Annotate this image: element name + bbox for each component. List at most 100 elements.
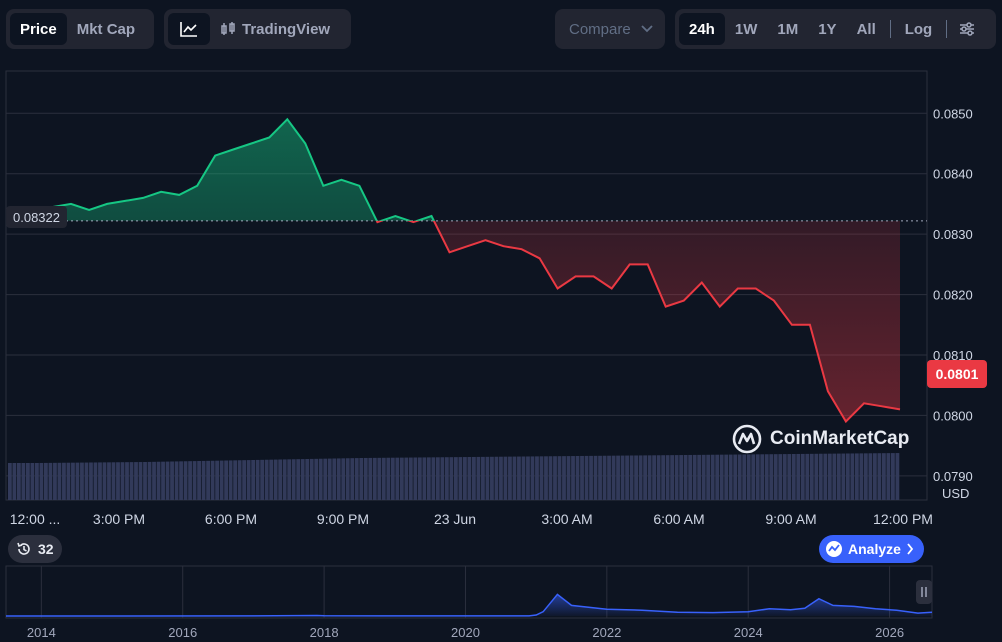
- volume-bar: [345, 458, 350, 500]
- log-scale-toggle[interactable]: Log: [904, 20, 933, 38]
- volume-bar: [404, 457, 409, 500]
- x-axis-labels: 12:00 ... 3:00 PM 6:00 PM 9:00 PM 23 Jun 3:00…: [10, 511, 933, 527]
- volume-bar: [233, 460, 238, 500]
- x-tick-label: 9:00 AM: [765, 511, 816, 527]
- volume-bar: [363, 457, 368, 500]
- minimap-drag-handle[interactable]: [916, 580, 932, 604]
- compare-dropdown[interactable]: Compare: [555, 9, 665, 49]
- volume-bar: [787, 454, 792, 500]
- volume-bar: [296, 459, 301, 500]
- line-chart-button[interactable]: [168, 13, 210, 45]
- volume-bar: [472, 456, 476, 500]
- volume-bar: [647, 455, 652, 500]
- volume-bar: [386, 457, 391, 500]
- volume-bar: [408, 457, 413, 500]
- minimap-year-label: 2018: [310, 625, 339, 640]
- volume-bar: [219, 460, 224, 500]
- volume-bar: [701, 454, 706, 500]
- volume-bar: [841, 453, 846, 500]
- coinmarketcap-logo-icon: [732, 424, 762, 454]
- volume-bar: [179, 461, 183, 500]
- volume-bar: [21, 463, 26, 500]
- volume-bar: [607, 455, 611, 500]
- volume-bar: [530, 456, 535, 500]
- volume-bar: [602, 455, 607, 500]
- volume-bar: [242, 460, 247, 500]
- volume-bar: [431, 457, 436, 500]
- volume-bar: [300, 459, 305, 500]
- minimap-year-label: 2022: [592, 625, 621, 640]
- volume-bar: [282, 459, 287, 500]
- minimap-year-labels: 2014 2016 2018 2020 2022 2024 2026: [27, 625, 904, 640]
- volume-bar: [490, 456, 494, 500]
- volume-bar: [30, 463, 35, 500]
- volume-bar: [629, 455, 634, 500]
- candlestick-icon: [221, 22, 235, 35]
- volume-bar: [458, 457, 463, 500]
- current-price-badge: 0.0801: [927, 360, 987, 388]
- volume-bar: [318, 458, 323, 500]
- compare-button[interactable]: Compare: [559, 13, 663, 45]
- volume-bar: [854, 453, 859, 500]
- minimap-year-label: 2026: [875, 625, 904, 640]
- volume-bar: [710, 454, 715, 500]
- range-1y[interactable]: 1Y: [818, 20, 837, 38]
- volume-bar: [562, 456, 566, 500]
- price-tab[interactable]: Price: [10, 13, 67, 45]
- volume-bar: [890, 453, 895, 500]
- volume-bar: [674, 455, 679, 500]
- volume-bar: [575, 456, 580, 500]
- minimap-year-label: 2016: [168, 625, 197, 640]
- range-1w[interactable]: 1W: [734, 20, 758, 38]
- volume-bar: [170, 461, 174, 500]
- volume-bar: [715, 454, 720, 500]
- volume-bar: [413, 457, 418, 500]
- volume-bar: [359, 458, 364, 500]
- volume-bar: [399, 457, 404, 500]
- compare-label: Compare: [569, 20, 631, 38]
- range-24h[interactable]: 24h: [679, 13, 725, 45]
- price-line-up: [6, 117, 436, 221]
- volume-bar: [526, 456, 530, 500]
- volume-bar: [782, 454, 787, 500]
- settings-button[interactable]: [951, 13, 983, 45]
- volume-bar: [350, 458, 355, 500]
- volume-bar: [165, 461, 170, 500]
- volume-bar: [174, 461, 179, 500]
- volume-bar: [746, 454, 751, 500]
- volume-bar: [656, 455, 661, 500]
- range-divider: [889, 20, 891, 38]
- volume-bar: [314, 458, 319, 500]
- analyze-button[interactable]: Analyze: [819, 535, 924, 563]
- tradingview-button[interactable]: TradingView: [210, 13, 340, 45]
- coinmarketcap-watermark: CoinMarketCap: [732, 424, 909, 454]
- volume-bar: [39, 462, 44, 500]
- x-tick-label: 6:00 PM: [205, 511, 257, 527]
- volume-bar: [147, 461, 152, 500]
- volume-bar: [435, 457, 440, 500]
- mktcap-tab[interactable]: Mkt Cap: [76, 20, 136, 38]
- volume-bar: [417, 457, 422, 500]
- history-button[interactable]: 32: [8, 535, 62, 563]
- minimap-chart[interactable]: [5, 566, 933, 618]
- volume-bar: [309, 458, 314, 500]
- volume-bar: [724, 454, 729, 500]
- price-area-down: [376, 220, 900, 422]
- range-1m[interactable]: 1M: [777, 20, 799, 38]
- y-tick-label: 0.0840: [933, 167, 973, 182]
- watermark-text: CoinMarketCap: [770, 428, 910, 449]
- volume-bar: [494, 456, 499, 500]
- volume-bar: [62, 462, 66, 500]
- volume-bar: [138, 462, 143, 500]
- volume-bar: [751, 454, 756, 500]
- volume-bar: [503, 456, 508, 500]
- range-all[interactable]: All: [856, 20, 876, 38]
- volume-bar: [836, 453, 841, 500]
- volume-bar: [652, 455, 657, 500]
- range-selector: 24h 1W 1M 1Y All Log: [675, 9, 996, 49]
- volume-bar: [800, 453, 805, 500]
- volume-bar: [44, 462, 48, 500]
- volume-bar: [192, 461, 197, 500]
- volume-bar: [638, 455, 643, 500]
